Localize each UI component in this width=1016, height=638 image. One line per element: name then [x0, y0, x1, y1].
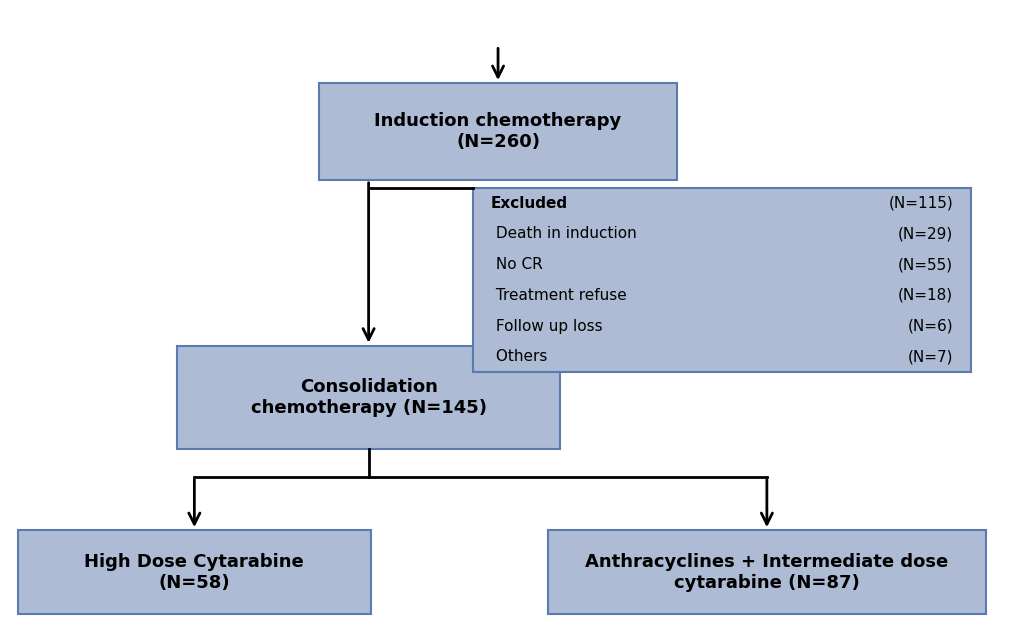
- Text: (N=115): (N=115): [888, 196, 953, 211]
- FancyBboxPatch shape: [548, 530, 986, 614]
- FancyBboxPatch shape: [473, 188, 971, 372]
- Text: High Dose Cytarabine
(N=58): High Dose Cytarabine (N=58): [84, 553, 304, 591]
- Text: Consolidation
chemotherapy (N=145): Consolidation chemotherapy (N=145): [251, 378, 487, 417]
- Text: Treatment refuse: Treatment refuse: [491, 288, 627, 303]
- Text: (N=7): (N=7): [907, 349, 953, 364]
- Text: Excluded: Excluded: [491, 196, 568, 211]
- FancyBboxPatch shape: [17, 530, 371, 614]
- FancyBboxPatch shape: [319, 83, 678, 180]
- Text: Follow up loss: Follow up loss: [491, 318, 602, 334]
- Text: (N=55): (N=55): [898, 257, 953, 272]
- Text: Induction chemotherapy
(N=260): Induction chemotherapy (N=260): [375, 112, 622, 151]
- Text: (N=18): (N=18): [898, 288, 953, 303]
- Text: (N=6): (N=6): [907, 318, 953, 334]
- Text: Death in induction: Death in induction: [491, 226, 637, 241]
- Text: (N=29): (N=29): [898, 226, 953, 241]
- FancyBboxPatch shape: [177, 346, 560, 449]
- Text: No CR: No CR: [491, 257, 543, 272]
- Text: Others: Others: [491, 349, 548, 364]
- Text: Anthracyclines + Intermediate dose
cytarabine (N=87): Anthracyclines + Intermediate dose cytar…: [585, 553, 949, 591]
